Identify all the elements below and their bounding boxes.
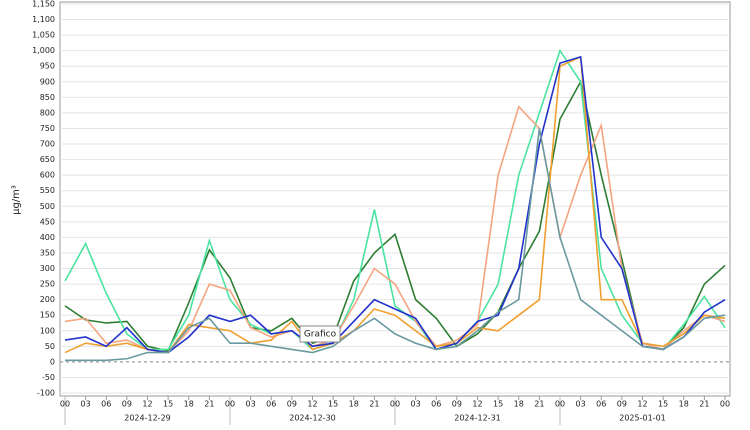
- x-tick-label: 18: [349, 400, 359, 409]
- x-tick-label: 18: [514, 400, 524, 409]
- x-tick-label: 06: [266, 400, 276, 409]
- y-tick-label: 950: [40, 62, 55, 71]
- x-tick-label: 09: [452, 400, 462, 409]
- y-tick-label: 1,050: [32, 31, 55, 40]
- y-tick-label: 500: [40, 202, 55, 211]
- x-tick-label: 15: [658, 400, 668, 409]
- y-tick-label: 550: [40, 186, 55, 195]
- x-tick-label: 00: [720, 400, 730, 409]
- y-tick-label: 850: [40, 93, 55, 102]
- x-tick-label: 12: [637, 400, 647, 409]
- series-line: [64, 55, 726, 354]
- x-tick-label: 18: [679, 400, 689, 409]
- y-tick-label: 800: [40, 108, 55, 117]
- x-tick-label: 09: [122, 400, 132, 409]
- y-tick-label: 900: [40, 77, 55, 86]
- y-tick-label: 0: [50, 357, 55, 366]
- date-label: 2024-12-29: [124, 414, 171, 423]
- x-tick-label: 12: [307, 400, 317, 409]
- y-tick-label: -50: [42, 373, 55, 382]
- y-tick-label: 350: [40, 248, 55, 257]
- y-tick-label: 600: [40, 171, 55, 180]
- y-tick-label: 250: [40, 280, 55, 289]
- x-tick-label: 21: [699, 400, 709, 409]
- y-tick-label: 300: [40, 264, 55, 273]
- x-tick-label: 03: [411, 400, 421, 409]
- y-tick-label: 700: [40, 140, 55, 149]
- x-tick-label: 12: [472, 400, 482, 409]
- y-tick-label: 400: [40, 233, 55, 242]
- x-tick-label: 15: [328, 400, 338, 409]
- y-tick-label: 650: [40, 155, 55, 164]
- x-tick-label: 03: [81, 400, 91, 409]
- series-line: [64, 79, 726, 352]
- y-tick-label: 1,100: [32, 15, 55, 24]
- x-tick-label: 06: [101, 400, 111, 409]
- x-tick-label: 03: [576, 400, 586, 409]
- x-tick-label: 06: [596, 400, 606, 409]
- x-tick-label: 06: [431, 400, 441, 409]
- x-tick-label: 21: [534, 400, 544, 409]
- x-tick-label: 09: [287, 400, 297, 409]
- x-tick-label: 09: [617, 400, 627, 409]
- y-tick-label: 750: [40, 124, 55, 133]
- y-tick-label: 100: [40, 326, 55, 335]
- tooltip-box: [299, 325, 341, 343]
- x-tick-label: 21: [204, 400, 214, 409]
- tooltip: Grafico: [304, 330, 337, 340]
- y-tick-label: 200: [40, 295, 55, 304]
- y-tick-label: 150: [40, 311, 55, 320]
- series-line: [65, 128, 726, 362]
- date-label: 2024-12-31: [454, 414, 501, 423]
- y-axis-label: µg/m³: [11, 185, 22, 215]
- date-label: 2024-12-30: [289, 414, 336, 423]
- x-tick-label: 18: [184, 400, 194, 409]
- y-tick-label: 1,000: [32, 46, 55, 55]
- x-tick-label: 15: [163, 400, 173, 409]
- y-tick-label: 450: [40, 217, 55, 226]
- y-tick-label: 1,150: [32, 0, 55, 9]
- x-tick-label: 15: [493, 400, 503, 409]
- x-tick-label: 21: [369, 400, 379, 409]
- x-tick-label: 03: [246, 400, 256, 409]
- y-tick-label: 50: [45, 342, 55, 351]
- date-label: 2025-01-01: [619, 414, 666, 423]
- x-tick-label: 12: [142, 400, 152, 409]
- y-tick-label: -100: [37, 389, 55, 398]
